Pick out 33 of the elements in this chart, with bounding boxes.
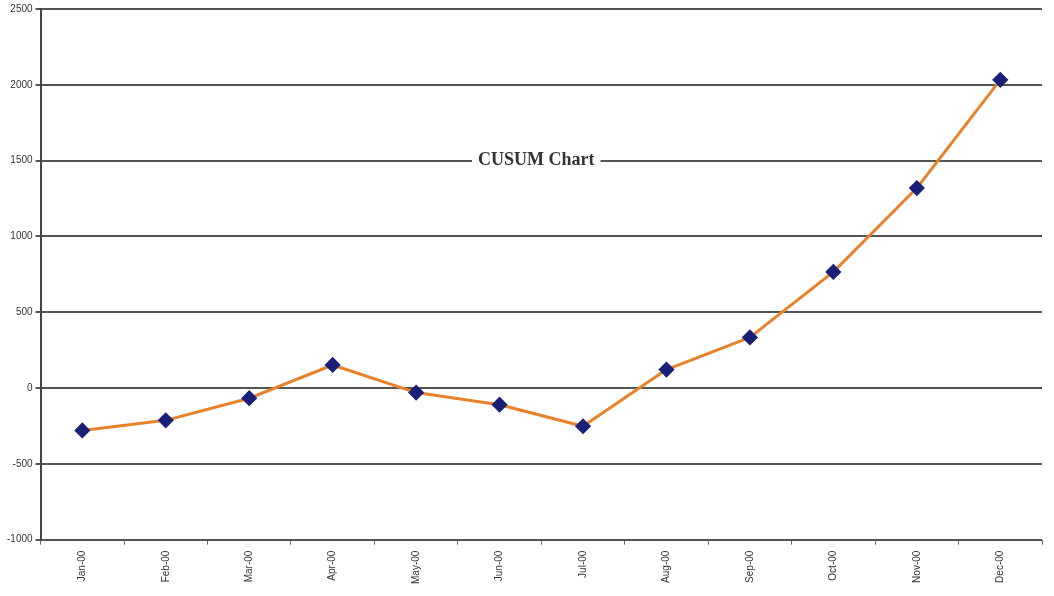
x-tick-label: Feb-00 bbox=[159, 550, 171, 583]
x-tick-label: Jun-00 bbox=[493, 550, 505, 582]
x-tick-label: Mar-00 bbox=[242, 550, 254, 583]
y-tick-label: -1000 bbox=[7, 533, 34, 545]
text: CUSUM Chart bbox=[478, 149, 595, 170]
point bbox=[658, 362, 674, 378]
x-tick-label: Dec-00 bbox=[994, 550, 1006, 583]
point bbox=[408, 385, 424, 401]
y-tick-label: 1000 bbox=[10, 230, 34, 242]
x-tick-label: Apr-00 bbox=[326, 550, 338, 581]
y-tick-label: 2000 bbox=[10, 78, 34, 90]
point bbox=[158, 412, 174, 428]
point bbox=[492, 397, 508, 413]
x-tick-label: Sep-00 bbox=[743, 550, 755, 583]
x-tick-label: Oct-00 bbox=[827, 550, 839, 581]
point bbox=[241, 390, 257, 406]
point bbox=[742, 329, 758, 345]
point bbox=[909, 180, 925, 196]
point bbox=[74, 422, 90, 438]
point bbox=[325, 357, 341, 373]
y-tick-label: 0 bbox=[27, 381, 34, 393]
point bbox=[825, 264, 841, 280]
y-tick-label: -500 bbox=[12, 457, 34, 469]
point bbox=[575, 418, 591, 434]
point bbox=[992, 72, 1008, 88]
y-tick-label: 1500 bbox=[10, 154, 34, 166]
x-tick-label: Aug-00 bbox=[660, 550, 672, 583]
x-tick-label: Jul-00 bbox=[576, 550, 588, 578]
y-tick-label: 500 bbox=[15, 305, 34, 317]
x-tick-label: Nov-00 bbox=[910, 550, 922, 583]
y-tick-label: 2500 bbox=[10, 2, 34, 14]
x-tick-label: May-00 bbox=[409, 550, 421, 585]
x-tick-label: Jan-00 bbox=[76, 550, 88, 582]
